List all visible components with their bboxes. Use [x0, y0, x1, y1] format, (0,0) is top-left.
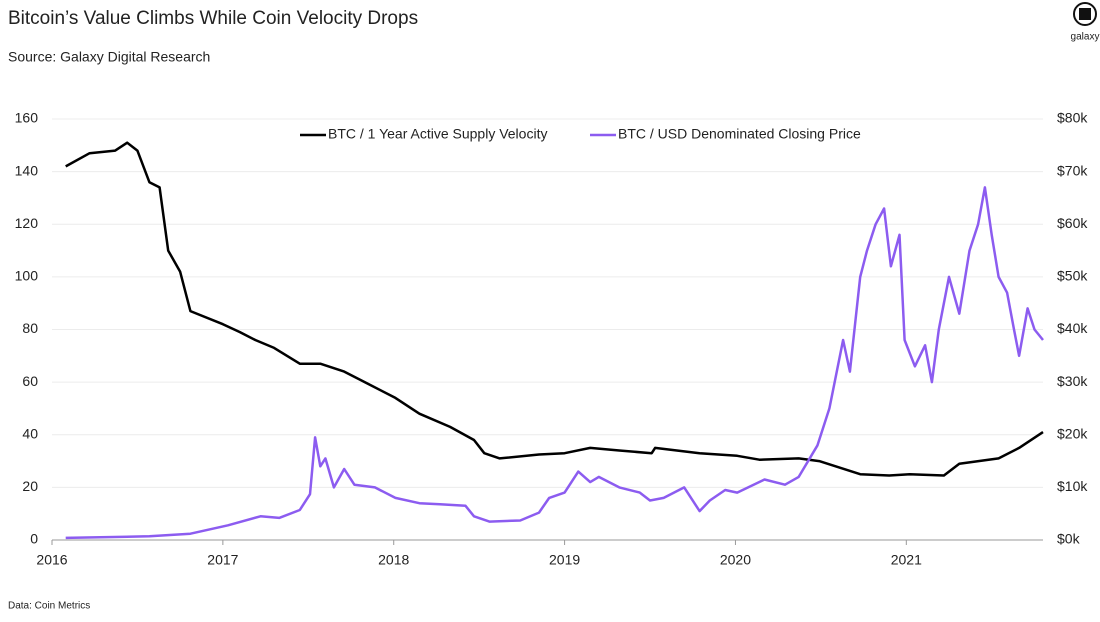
footnote: Data: Coin Metrics: [8, 601, 90, 612]
y-tick-label: 120: [15, 215, 39, 231]
legend-label: BTC / 1 Year Active Supply Velocity: [328, 126, 547, 142]
y2-tick-label: $0k: [1057, 531, 1081, 547]
y-tick-label: 20: [22, 478, 38, 494]
y-tick-label: 100: [15, 268, 39, 284]
x-tick-label: 2019: [549, 552, 580, 568]
chart-subtitle: Source: Galaxy Digital Research: [8, 49, 210, 65]
logo-mark: [1079, 8, 1091, 20]
y2-tick-label: $70k: [1057, 162, 1088, 178]
x-tick-label: 2021: [891, 552, 922, 568]
series-line: [65, 141, 1044, 477]
legend-label: BTC / USD Denominated Closing Price: [618, 126, 861, 142]
y2-tick-label: $20k: [1057, 425, 1088, 441]
y2-tick-label: $50k: [1057, 268, 1088, 284]
series-line: [65, 186, 1044, 540]
logo-mark: [1073, 2, 1097, 26]
y-tick-label: 40: [22, 425, 38, 441]
y-tick-label: 80: [22, 320, 38, 336]
y2-tick-label: $80k: [1057, 110, 1088, 126]
y-tick-label: 60: [22, 373, 38, 389]
y2-tick-label: $40k: [1057, 320, 1088, 336]
x-tick-label: 2017: [207, 552, 238, 568]
y2-tick-label: $60k: [1057, 215, 1088, 231]
logo-text: galaxy: [1071, 32, 1100, 43]
x-tick-label: 2018: [378, 552, 409, 568]
y-tick-label: 140: [15, 162, 39, 178]
y2-tick-label: $10k: [1057, 478, 1088, 494]
y-tick-label: 0: [30, 531, 38, 547]
x-tick-label: 2016: [36, 552, 67, 568]
y2-tick-label: $30k: [1057, 373, 1088, 389]
x-tick-label: 2020: [720, 552, 751, 568]
logo: galaxy: [1071, 2, 1100, 43]
y-tick-label: 160: [15, 110, 39, 126]
chart-title: Bitcoin’s Value Climbs While Coin Veloci…: [8, 8, 418, 29]
